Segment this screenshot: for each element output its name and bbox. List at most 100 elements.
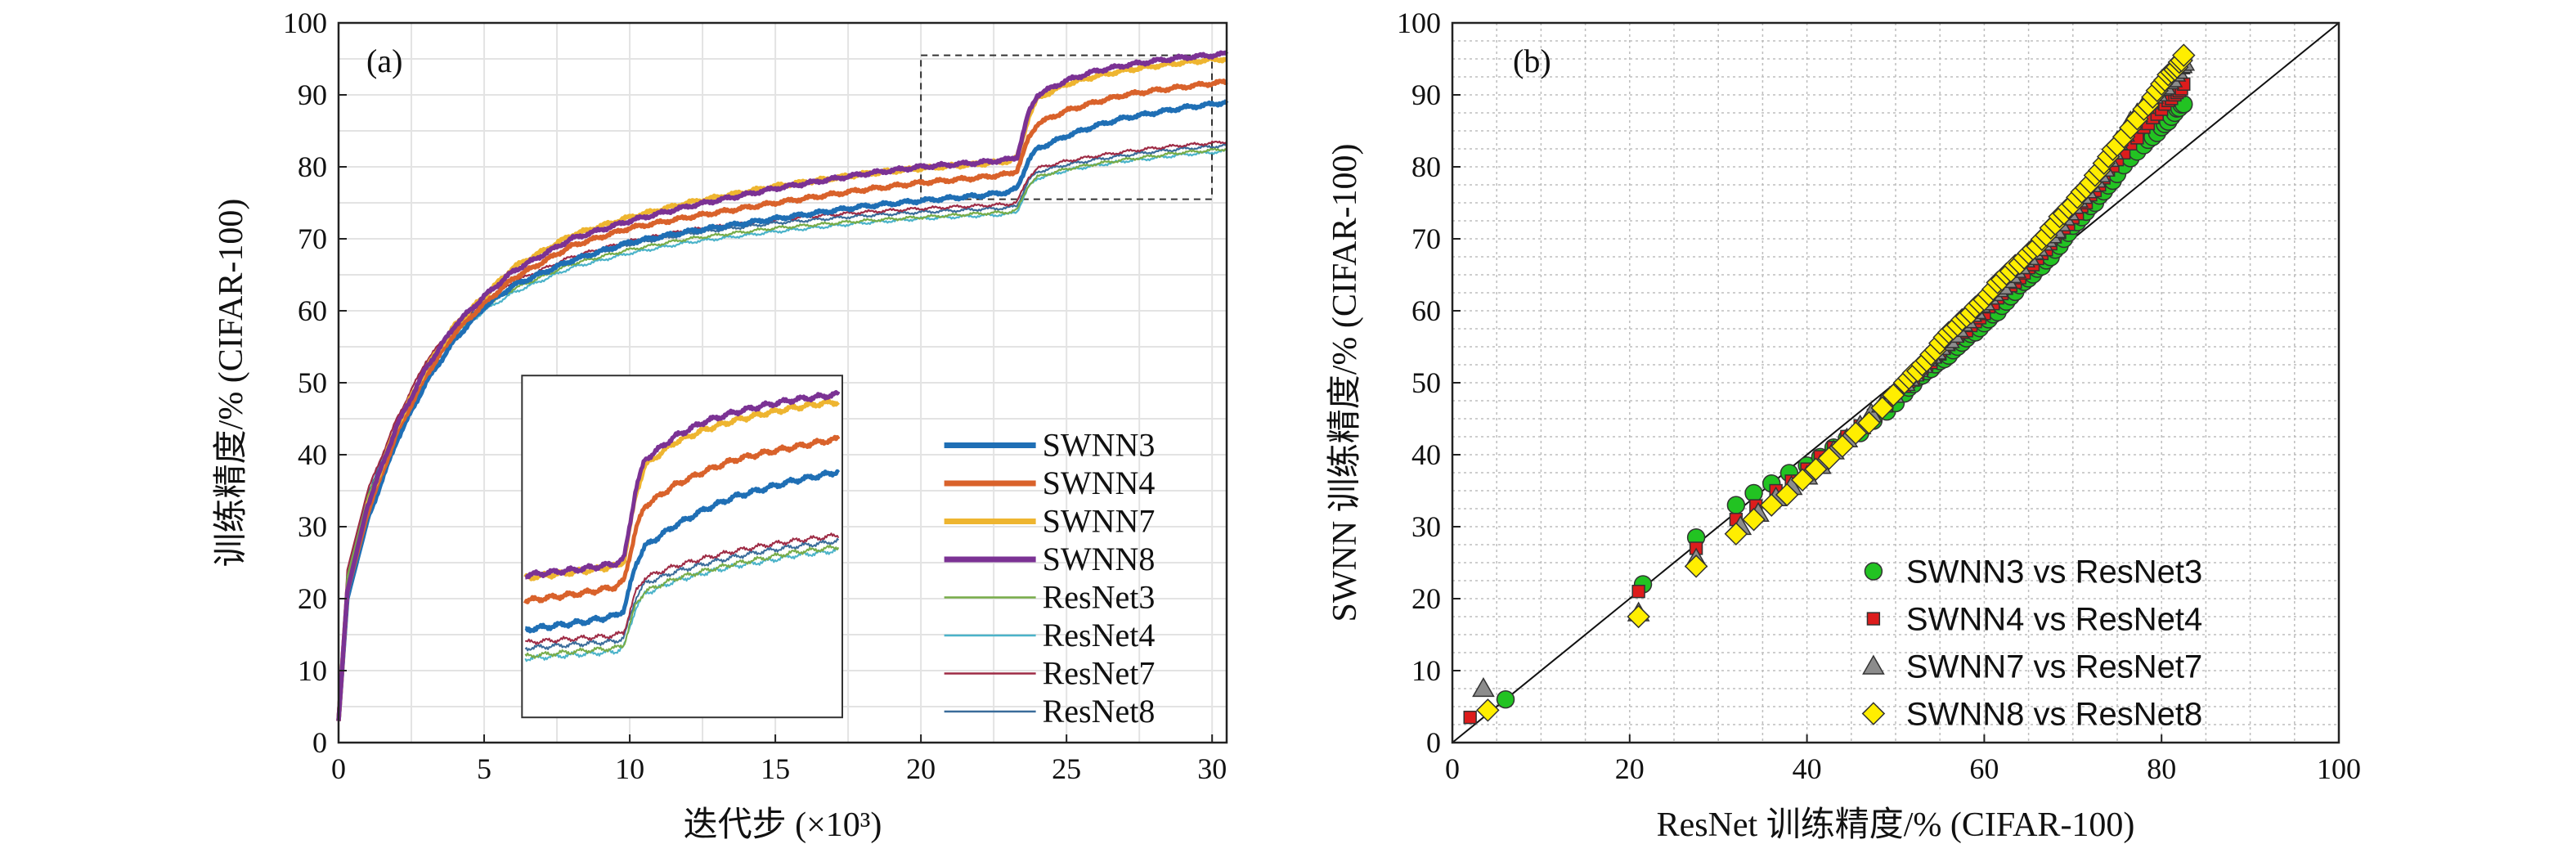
- legend-item-resnet7: ResNet7: [944, 655, 1155, 692]
- y-tick-label: 60: [298, 294, 327, 327]
- legend-item-swnn3: SWNN3: [944, 427, 1156, 464]
- scatter-point-diamond: [1724, 522, 1748, 546]
- panel-a-x-axis-label: 迭代步 (×10³): [684, 806, 882, 844]
- y-tick-label: 80: [1411, 150, 1441, 183]
- y-tick-label: 100: [1397, 7, 1441, 39]
- inset-series-line-resnet7: [525, 532, 840, 645]
- y-tick-label: 10: [298, 654, 327, 687]
- scatter-point-circle: [1864, 562, 1883, 581]
- panel-b-tick-labels: 0 20 40 60 80 100 0 10 20 30 40 50 60 70 80 90 100: [1397, 7, 2361, 785]
- scatter-point-diamond: [2172, 43, 2196, 67]
- legend-item-swnn3-vs-resnet3: SWNN3 vs ResNet3: [1864, 554, 2202, 590]
- series-line-swnn4: [336, 79, 1228, 721]
- legend-item-resnet8: ResNet8: [944, 693, 1156, 730]
- legend-label: SWNN3 vs ResNet3: [1906, 554, 2202, 590]
- scatter-point-diamond: [1843, 421, 1868, 445]
- y-tick-label: 40: [298, 438, 327, 471]
- scatter-point-square: [1463, 711, 1477, 725]
- x-tick-label: 100: [2317, 752, 2361, 785]
- legend-label: SWNN3: [1043, 427, 1156, 464]
- scatter-point-square: [1631, 585, 1645, 599]
- legend-label: SWNN4: [1043, 465, 1156, 501]
- y-tick-label: 0: [312, 726, 327, 759]
- scatter-point-triangle: [1472, 676, 1495, 698]
- legend-item-swnn7: SWNN7: [944, 503, 1156, 540]
- panel-b-x-axis-label: ResNet 训练精度/% (CIFAR-100): [1657, 806, 2135, 844]
- y-tick-label: 100: [283, 7, 327, 39]
- legend-label: ResNet8: [1043, 693, 1156, 730]
- inset-series-line-resnet8: [524, 537, 840, 652]
- panel-a-inset: [521, 375, 843, 719]
- inset-series-line-swnn4: [523, 434, 841, 604]
- x-tick-label: 5: [477, 752, 491, 785]
- y-tick-label: 20: [1411, 582, 1441, 615]
- series-line-swnn8: [336, 50, 1229, 721]
- y-tick-label: 60: [1411, 294, 1441, 327]
- scatter-point-square: [1866, 612, 1881, 626]
- y-tick-label: 10: [1411, 654, 1441, 687]
- panel-b-series: [1463, 43, 2196, 725]
- scatter-point-diamond: [1870, 396, 1895, 420]
- x-tick-label: 20: [1615, 752, 1645, 785]
- y-tick-label: 70: [1411, 222, 1441, 255]
- scatter-point-circle: [1744, 483, 1763, 503]
- scatter-point-diamond: [1684, 554, 1708, 578]
- scatter-point-diamond: [1790, 468, 1815, 492]
- y-tick-label: 80: [298, 150, 327, 183]
- legend-label: ResNet4: [1043, 617, 1156, 653]
- panel-a-series: [336, 50, 1229, 721]
- panel-b-y-axis-label: SWNN 训练精度/% (CIFAR-100): [1326, 144, 1364, 622]
- scatter-point-diamond: [1627, 604, 1650, 629]
- inset-series-line-swnn8: [524, 390, 841, 580]
- y-tick-label: 30: [298, 510, 327, 543]
- scatter-point-diamond: [1775, 483, 1799, 507]
- series-points-swnn7-vs-resnet7: [1472, 51, 2196, 698]
- legend-label: ResNet3: [1043, 579, 1156, 616]
- inset-frame: [521, 375, 843, 719]
- legend-item-swnn4-vs-resnet4: SWNN4 vs ResNet4: [1866, 602, 2202, 638]
- panel-a-legend: SWNN3SWNN4SWNN7SWNN8ResNet3ResNet4ResNet…: [944, 427, 1156, 730]
- scatter-point-circle: [1726, 496, 1746, 514]
- legend-item-swnn7-vs-resnet7: SWNN7 vs ResNet7: [1862, 649, 2202, 685]
- legend-item-swnn8: SWNN8: [944, 541, 1156, 577]
- scatter-point-triangle: [1862, 654, 1885, 675]
- scatter-point-diamond: [1759, 493, 1784, 517]
- x-tick-label: 60: [1969, 752, 1999, 785]
- y-tick-label: 30: [1411, 510, 1441, 543]
- x-tick-label: 25: [1052, 752, 1081, 785]
- y-tick-label: 40: [1411, 438, 1441, 471]
- scatter-point-diamond: [1742, 507, 1766, 532]
- x-tick-label: 30: [1197, 752, 1227, 785]
- x-tick-label: 10: [615, 752, 644, 785]
- panel-a-training-accuracy-curves: 0 5 10 15 20 25 30 0 10 20 30 40 50 60 70 80 90 100 (a) 迭…: [212, 7, 1229, 844]
- legend-item-swnn8-vs-resnet8: SWNN8 vs ResNet8: [1861, 697, 2202, 733]
- scatter-point-diamond: [1476, 698, 1500, 722]
- y-tick-label: 90: [1411, 79, 1441, 111]
- inset-lines: [523, 390, 841, 662]
- legend-label: SWNN4 vs ResNet4: [1906, 602, 2202, 638]
- x-tick-label: 0: [331, 752, 346, 785]
- scatter-point-diamond: [1857, 411, 1881, 435]
- panel-a-label: (a): [366, 43, 402, 79]
- legend-label: SWNN8 vs ResNet8: [1906, 697, 2202, 733]
- inset-series-line-swnn3: [524, 469, 841, 634]
- legend-item-resnet3: ResNet3: [944, 579, 1156, 616]
- x-tick-label: 0: [1445, 752, 1460, 785]
- y-tick-label: 50: [298, 366, 327, 399]
- y-tick-label: 90: [298, 79, 327, 111]
- legend-label: SWNN8: [1043, 541, 1156, 577]
- scatter-point-diamond: [1882, 383, 1905, 407]
- series-points-swnn8-vs-resnet8: [1476, 43, 2196, 722]
- panel-b-grid: [1452, 23, 2339, 743]
- panel-a-y-axis-label: 训练精度/% (CIFAR-100): [212, 199, 250, 568]
- legend-label: SWNN7: [1043, 503, 1156, 540]
- legend-label: SWNN7 vs ResNet7: [1906, 649, 2202, 685]
- x-tick-label: 80: [2147, 752, 2176, 785]
- y-tick-label: 0: [1426, 726, 1441, 759]
- scatter-point-diamond: [1817, 447, 1841, 470]
- panel-b-legend: SWNN3 vs ResNet3 SWNN4 vs ResNet4 SWNN7 vs…: [1861, 554, 2202, 733]
- panel-b-accuracy-scatter: 0 20 40 60 80 100 0 10 20 30 40 50 60 70 80 90 100 (b) R…: [1326, 7, 2361, 844]
- legend-item-resnet4: ResNet4: [944, 617, 1156, 653]
- y-tick-label: 50: [1411, 366, 1441, 399]
